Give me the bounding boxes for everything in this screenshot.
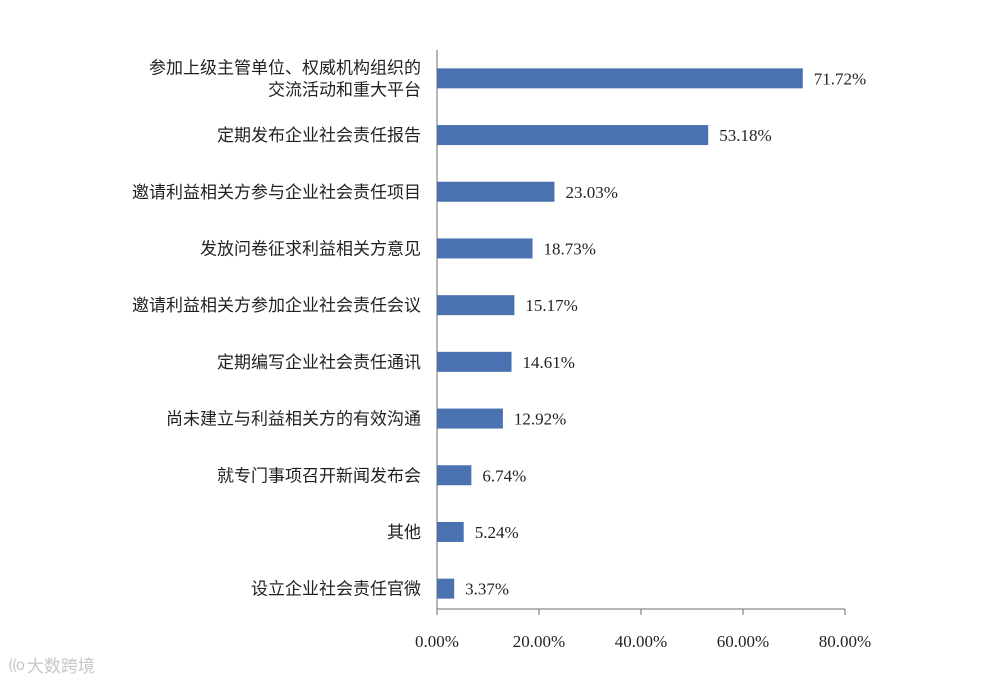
bar: [437, 181, 555, 202]
bar: [437, 125, 709, 146]
x-tick-label: 60.00%: [717, 632, 769, 651]
value-label: 15.17%: [525, 296, 577, 315]
bar: [437, 465, 472, 486]
category-label: 参加上级主管单位、权威机构组织的: [149, 58, 421, 78]
value-label: 18.73%: [544, 239, 596, 258]
value-label: 14.61%: [523, 353, 575, 372]
bar: [437, 408, 503, 429]
value-labels: 71.72% 53.18% 23.03% 18.73% 15.17% 14.61% 12.9…: [465, 69, 866, 598]
value-label: 6.74%: [482, 466, 526, 485]
bar: [437, 238, 533, 259]
value-label: 5.24%: [475, 523, 519, 542]
bar: [437, 521, 464, 542]
bar: [437, 578, 455, 599]
x-tick-label: 40.00%: [615, 632, 667, 651]
x-ticks: 0.00% 20.00% 40.00% 60.00% 80.00%: [415, 609, 871, 651]
category-labels: 参加上级主管单位、权威机构组织的交流活动和重大平台定期发布企业社会责任报告邀请利…: [132, 58, 421, 599]
category-label: 定期编写企业社会责任通讯: [217, 353, 421, 373]
watermark: ((o 大数跨境: [8, 652, 95, 678]
x-tick-label: 20.00%: [513, 632, 565, 651]
category-label: 邀请利益相关方参与企业社会责任项目: [132, 183, 421, 203]
value-label: 71.72%: [814, 69, 866, 88]
category-label: 设立企业社会责任官微: [251, 580, 421, 600]
watermark-text: 大数跨境: [26, 657, 95, 677]
category-label: 发放问卷征求利益相关方意见: [200, 239, 421, 259]
value-label: 23.03%: [565, 183, 617, 202]
category-label: 就专门事项召开新闻发布会: [217, 466, 421, 486]
category-label: 尚未建立与利益相关方的有效沟通: [166, 410, 421, 430]
bar: [437, 295, 515, 316]
bar: [437, 351, 512, 372]
bar: [437, 68, 803, 89]
category-label: 其他: [387, 523, 421, 543]
watermark-logo-icon: ((o: [8, 655, 25, 674]
x-tick-label: 0.00%: [415, 632, 459, 651]
category-label: 交流活动和重大平台: [268, 80, 421, 100]
value-label: 3.37%: [465, 580, 509, 599]
category-label: 定期发布企业社会责任报告: [217, 126, 421, 146]
value-label: 12.92%: [514, 410, 566, 429]
bars: [437, 68, 803, 599]
category-label: 邀请利益相关方参加企业社会责任会议: [132, 296, 421, 316]
value-label: 53.18%: [719, 126, 771, 145]
x-tick-label: 80.00%: [819, 632, 871, 651]
